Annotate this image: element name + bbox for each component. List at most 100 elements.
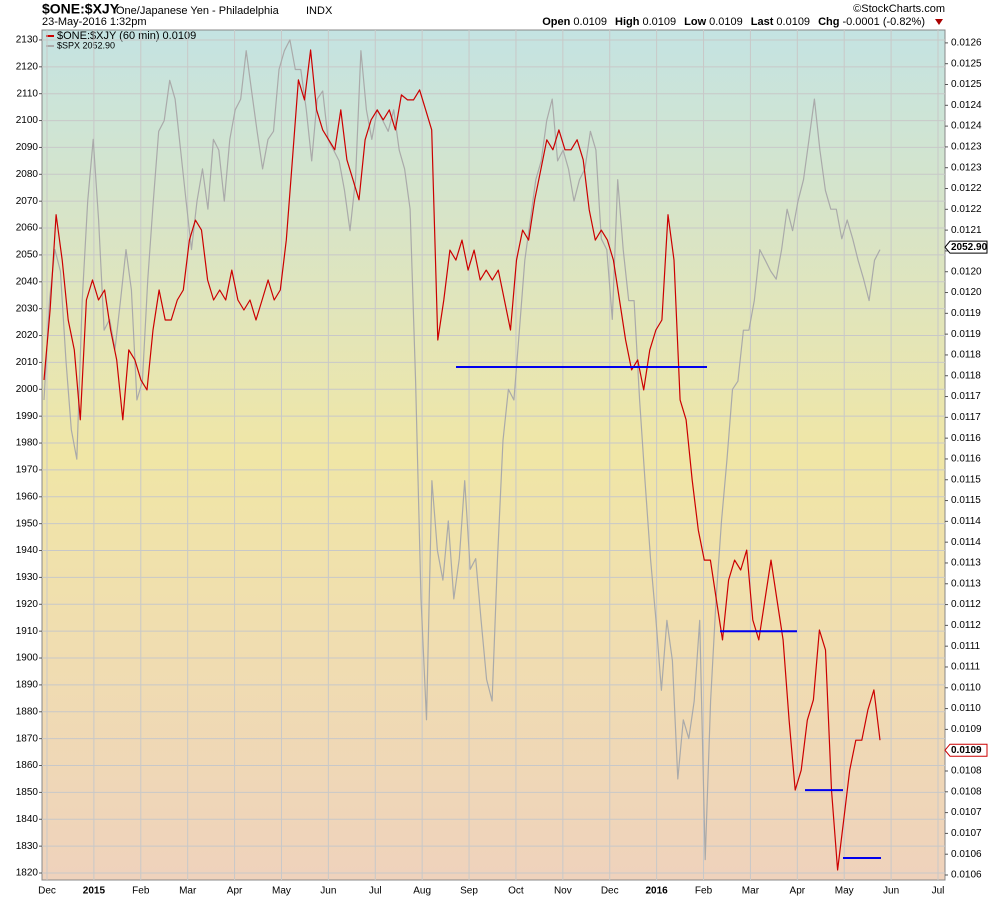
- x-tick-label: Apr: [227, 886, 243, 897]
- x-tick-label: Jun: [883, 886, 899, 897]
- y2-tick-label: 0.0116: [951, 454, 981, 465]
- x-tick-label: Feb: [695, 886, 713, 897]
- x-tick-label: Jul: [369, 886, 382, 897]
- plot-area: [41, 29, 946, 881]
- quote-label: Low: [684, 16, 706, 28]
- x-tick-label: Jul: [932, 886, 945, 897]
- y2-tick-label: 0.0124: [951, 100, 982, 111]
- quote-value: 0.0109: [573, 16, 607, 28]
- quote-label: Open: [542, 16, 570, 28]
- x-tick-label: Aug: [413, 886, 431, 897]
- y2-tick-label: 0.0112: [951, 599, 981, 610]
- y-tick-label: 1850: [16, 787, 39, 798]
- y2-tick-label: 0.0126: [951, 38, 982, 49]
- y-tick-label: 1970: [16, 465, 39, 476]
- y2-tick-label: 0.0113: [951, 578, 981, 589]
- y2-tick-label: 0.0116: [951, 433, 981, 444]
- series-line: [43, 49, 881, 871]
- x-tick-label: Dec: [601, 886, 619, 897]
- y2-tick-label: 0.0120: [951, 287, 982, 298]
- y-tick-label: 2040: [16, 276, 39, 287]
- x-tick-label: Apr: [790, 886, 806, 897]
- y2-tick-label: 0.0123: [951, 162, 982, 173]
- y-tick-label: 1840: [16, 814, 39, 825]
- y-tick-label: 2090: [16, 142, 39, 153]
- y-tick-label: 2050: [16, 250, 39, 261]
- x-tick-label: Mar: [742, 886, 760, 897]
- quote-value: -0.0001 (-0.82%): [842, 16, 925, 28]
- y2-tick-label: 0.0115: [951, 474, 981, 485]
- x-tick-label: Sep: [460, 886, 478, 897]
- y-tick-label: 2030: [16, 303, 39, 314]
- legend-label: $SPX 2052.90: [57, 40, 115, 50]
- y2-tick-label: 0.0113: [951, 558, 981, 569]
- quote-label: Last: [751, 16, 774, 28]
- y-tick-label: 1820: [16, 868, 39, 879]
- quote-label: Chg: [818, 16, 839, 28]
- y-tick-label: 2010: [16, 357, 39, 368]
- y-tick-label: 2130: [16, 35, 39, 46]
- down-arrow: [935, 19, 943, 25]
- y2-tick-label: 0.0118: [951, 350, 981, 361]
- datetime: 23-May-2016 1:32pm: [42, 16, 147, 28]
- y-tick-label: 1980: [16, 438, 39, 449]
- y-tick-label: 2060: [16, 223, 39, 234]
- y2-tick-label: 0.0125: [951, 58, 982, 69]
- y2-tick-label: 0.0110: [951, 703, 981, 714]
- y2-tick-label: 0.0122: [951, 183, 982, 194]
- y-tick-label: 2000: [16, 384, 39, 395]
- y-tick-label: 2110: [16, 88, 38, 99]
- y2-tick-label: 0.0107: [951, 828, 982, 839]
- y2-tick-label: 0.0108: [951, 786, 982, 797]
- y2-tick-label: 0.0110: [951, 682, 981, 693]
- credit: ©StockCharts.com: [853, 3, 945, 15]
- y2-tick-label: 0.0112: [951, 620, 981, 631]
- y2-tick-label: 0.0108: [951, 766, 982, 777]
- y2-tick-label: 0.0114: [951, 537, 981, 548]
- quote-value: 0.0109: [642, 16, 676, 28]
- y2-tick-label: 0.0117: [951, 391, 981, 402]
- y2-tick-label: 0.0106: [951, 870, 982, 881]
- y-tick-label: 2020: [16, 330, 39, 341]
- y-tick-label: 1870: [16, 733, 39, 744]
- y-tick-label: 2120: [16, 61, 39, 72]
- tag-label: 2052.90: [951, 242, 988, 253]
- y-tick-label: 1830: [16, 841, 39, 852]
- y2-tick-label: 0.0121: [951, 225, 982, 236]
- x-tick-label: 2015: [83, 886, 106, 897]
- tag-box: [944, 240, 988, 254]
- x-tick-label: May: [272, 886, 291, 897]
- y2-tick-label: 0.0125: [951, 79, 982, 90]
- quote-value: 0.0109: [709, 16, 743, 28]
- tag-label: 0.0109: [951, 745, 982, 756]
- y2-tick-label: 0.0114: [951, 516, 981, 527]
- x-tick-label: May: [835, 886, 854, 897]
- x-tick-label: Oct: [508, 886, 524, 897]
- quote-label: High: [615, 16, 640, 28]
- x-tick-label: 2016: [646, 886, 669, 897]
- y2-tick-label: 0.0115: [951, 495, 981, 506]
- legend-label: $ONE:$XJY (60 min) 0.0109: [57, 30, 196, 42]
- y-tick-label: 1960: [16, 491, 39, 502]
- y2-tick-label: 0.0118: [951, 370, 981, 381]
- series-line: [43, 39, 881, 861]
- y-tick-label: 1920: [16, 599, 39, 610]
- y-tick-label: 2080: [16, 169, 39, 180]
- y-tick-label: 2070: [16, 196, 39, 207]
- x-tick-label: Nov: [554, 886, 572, 897]
- y2-tick-label: 0.0119: [951, 308, 981, 319]
- y2-tick-label: 0.0119: [951, 329, 981, 340]
- y-tick-label: 1950: [16, 518, 39, 529]
- y-tick-label: 1880: [16, 706, 39, 717]
- y2-tick-label: 0.0111: [951, 662, 981, 673]
- x-tick-label: Feb: [132, 886, 150, 897]
- tag-box: [944, 743, 988, 757]
- quote-value: 0.0109: [776, 16, 810, 28]
- exchange: INDX: [306, 5, 333, 17]
- y2-tick-label: 0.0123: [951, 142, 982, 153]
- y2-tick-label: 0.0109: [951, 724, 982, 735]
- y-tick-label: 1910: [16, 626, 39, 637]
- symbol: $ONE:$XJY: [42, 1, 120, 17]
- y-tick-label: 1860: [16, 760, 39, 771]
